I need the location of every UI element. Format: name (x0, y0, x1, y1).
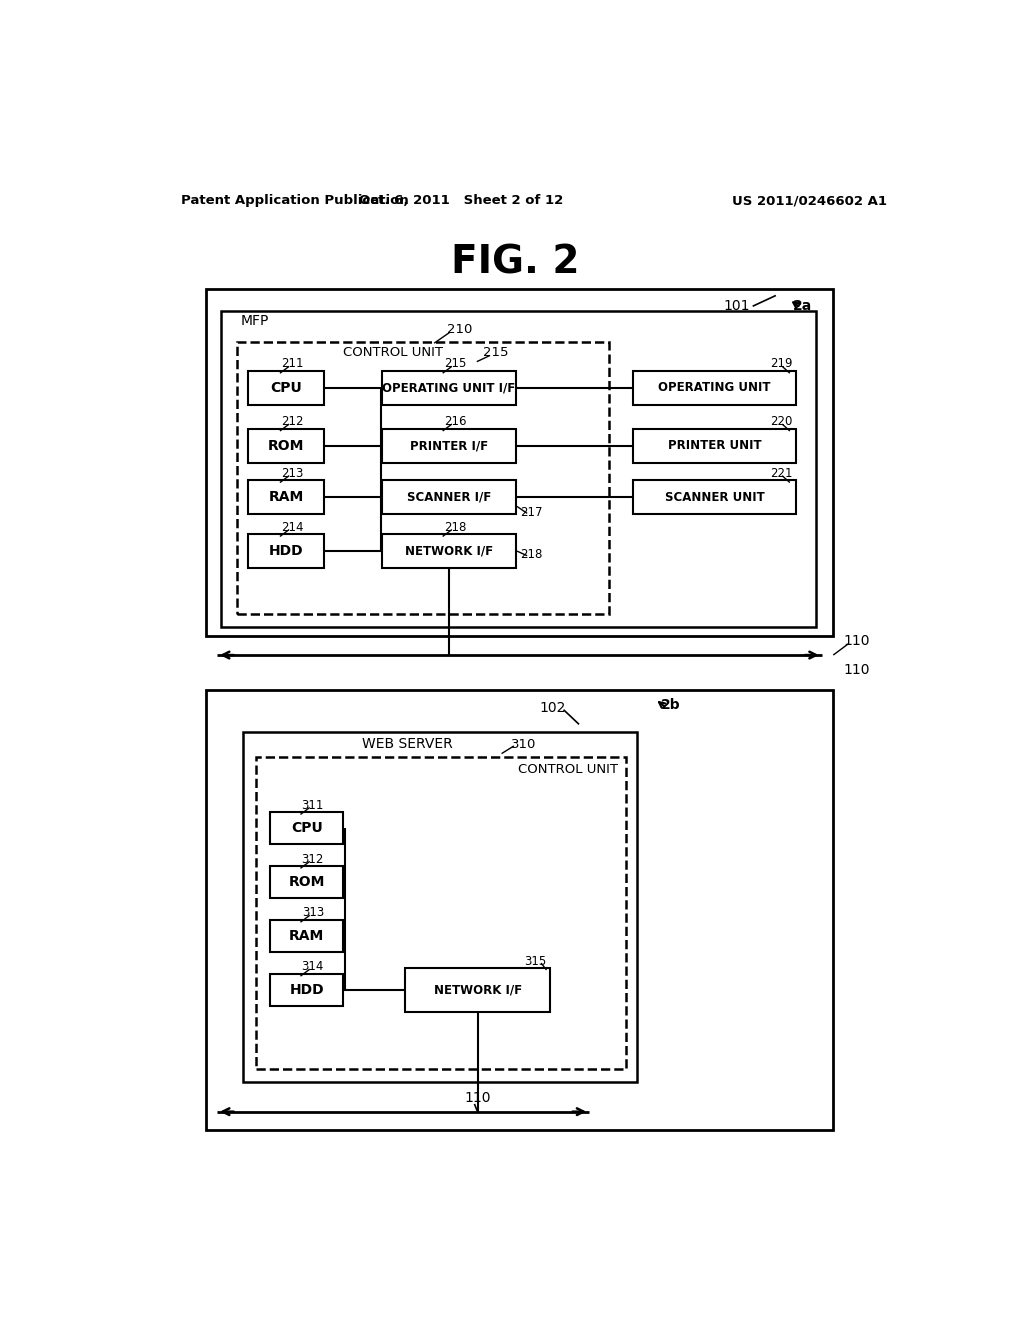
Text: 212: 212 (281, 416, 303, 428)
Bar (206, 289, 834, 636)
Bar (248, 371, 324, 405)
Text: Oct. 6, 2011   Sheet 2 of 12: Oct. 6, 2011 Sheet 2 of 12 (359, 194, 563, 207)
Text: 311: 311 (302, 799, 324, 812)
Bar (406, 969, 550, 1011)
Text: 313: 313 (302, 907, 324, 920)
Bar (382, 535, 515, 568)
Text: 110: 110 (843, 664, 869, 677)
Text: 218: 218 (443, 520, 466, 533)
Bar (633, 429, 796, 462)
Text: CPU: CPU (291, 821, 323, 836)
Text: 2b: 2b (660, 698, 680, 711)
Bar (221, 312, 816, 627)
Text: 110: 110 (464, 1090, 490, 1105)
Text: PRINTER I/F: PRINTER I/F (410, 440, 487, 453)
Text: ROM: ROM (289, 875, 325, 890)
Text: 213: 213 (282, 467, 303, 480)
Bar (270, 974, 343, 1006)
Text: 216: 216 (443, 416, 466, 428)
Text: CONTROL UNIT: CONTROL UNIT (343, 346, 443, 359)
Text: PRINTER UNIT: PRINTER UNIT (668, 440, 762, 453)
Bar (248, 535, 324, 568)
Bar (633, 371, 796, 405)
Text: 2a: 2a (793, 300, 812, 313)
Bar (248, 480, 324, 515)
Bar (206, 689, 834, 1130)
Bar (633, 480, 796, 515)
Text: OPERATING UNIT I/F: OPERATING UNIT I/F (382, 381, 515, 395)
Bar (382, 480, 515, 515)
Text: WEB SERVER: WEB SERVER (361, 738, 453, 751)
Text: MFP: MFP (241, 314, 268, 327)
Bar (382, 371, 515, 405)
Bar (382, 429, 515, 462)
Text: HDD: HDD (290, 983, 324, 997)
Text: 217: 217 (520, 506, 543, 519)
Bar (270, 920, 343, 952)
Text: RAM: RAM (289, 929, 325, 942)
Bar (256, 758, 626, 1069)
Bar (270, 812, 343, 845)
Bar (248, 429, 324, 462)
Text: OPERATING UNIT: OPERATING UNIT (658, 381, 771, 395)
Text: 210: 210 (447, 323, 472, 335)
Text: NETWORK I/F: NETWORK I/F (434, 983, 522, 997)
Bar (237, 342, 608, 614)
Text: 219: 219 (770, 358, 793, 371)
Text: 315: 315 (524, 954, 547, 968)
Text: 310: 310 (511, 738, 536, 751)
Text: CONTROL UNIT: CONTROL UNIT (518, 763, 617, 776)
Text: NETWORK I/F: NETWORK I/F (404, 545, 493, 557)
Text: HDD: HDD (268, 544, 303, 558)
Text: 101: 101 (724, 300, 751, 313)
Text: SCANNER UNIT: SCANNER UNIT (665, 491, 765, 504)
Bar (243, 733, 637, 1082)
Text: RAM: RAM (268, 490, 304, 504)
Bar (270, 866, 343, 899)
Text: 314: 314 (302, 961, 324, 973)
Text: 110: 110 (843, 634, 869, 648)
Text: US 2011/0246602 A1: US 2011/0246602 A1 (732, 194, 888, 207)
Text: Patent Application Publication: Patent Application Publication (180, 194, 409, 207)
Text: FIG. 2: FIG. 2 (452, 243, 580, 281)
Text: 312: 312 (302, 853, 324, 866)
Text: 102: 102 (540, 701, 566, 715)
Text: SCANNER I/F: SCANNER I/F (407, 491, 490, 504)
Text: 215: 215 (443, 358, 466, 371)
Text: 214: 214 (281, 520, 303, 533)
Text: ROM: ROM (268, 438, 304, 453)
Text: CPU: CPU (270, 381, 302, 395)
Text: 215: 215 (483, 346, 509, 359)
Text: 220: 220 (770, 416, 793, 428)
Text: 218: 218 (520, 548, 542, 561)
Text: 221: 221 (770, 467, 793, 480)
Text: 211: 211 (281, 358, 303, 371)
